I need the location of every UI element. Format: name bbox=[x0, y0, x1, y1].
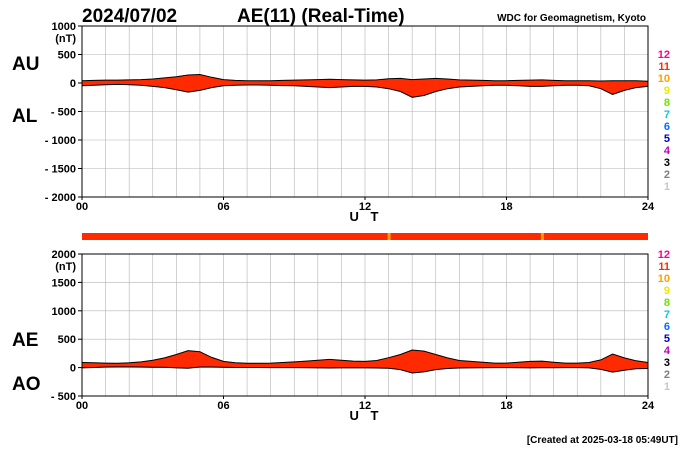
au-al-activity-level: 4 bbox=[664, 145, 671, 157]
au-al-area bbox=[81, 73, 649, 98]
ae-ao-x-ticks: 00 06 12 18 24 bbox=[76, 396, 655, 412]
au-al-activity-level: 1 bbox=[664, 181, 670, 193]
status-bar-mark bbox=[540, 233, 544, 240]
data-status-bar bbox=[82, 233, 648, 240]
au-al-activity-level: 12 bbox=[658, 49, 670, 61]
status-bar-fill bbox=[82, 233, 648, 240]
au-al-activity-level: 6 bbox=[664, 121, 670, 133]
plot-title: AE(11) (Real-Time) bbox=[237, 6, 405, 27]
au-al-y-tick-label: - 2000 bbox=[45, 192, 76, 204]
au-al-y-tick-label: 500 bbox=[58, 50, 76, 62]
ae-ao-grid bbox=[81, 253, 649, 397]
ae-ao-y-tick-label: 1000 bbox=[52, 306, 76, 318]
ae-ao-activity-level: 8 bbox=[664, 297, 670, 309]
ae-series-line bbox=[81, 349, 649, 364]
au-al-x-label: U T bbox=[350, 209, 383, 224]
au-al-activity-level: 10 bbox=[658, 73, 670, 85]
au-label: AU bbox=[12, 54, 39, 75]
au-al-x-tick-label: 12 bbox=[359, 201, 371, 213]
au-al-activity-level: 5 bbox=[664, 133, 670, 145]
ao-series-line bbox=[81, 366, 649, 374]
au-al-y-tick-label: - 1000 bbox=[45, 135, 76, 147]
au-series-line bbox=[81, 73, 649, 82]
ae-ao-activity-level: 5 bbox=[664, 333, 670, 345]
ae-ao-y-ticks: 2000 1500 1000 500 0 - 500 bbox=[51, 249, 82, 403]
ae-ao-y-tick-label: - 500 bbox=[51, 391, 76, 403]
data-source: WDC for Geomagnetism, Kyoto bbox=[497, 13, 646, 24]
ae-ao-x-label: U T bbox=[350, 408, 383, 423]
ae-ao-activity-level: 3 bbox=[664, 357, 670, 369]
ae-ao-activity-level: 4 bbox=[664, 345, 671, 357]
ae-ao-activity-level: 7 bbox=[664, 309, 670, 321]
ae-ao-x-tick-label: 06 bbox=[217, 400, 229, 412]
ae-ao-activity-level: 1 bbox=[664, 381, 670, 393]
ae-ao-activity-level: 11 bbox=[658, 261, 670, 273]
ae-ao-x-tick-label: 00 bbox=[76, 400, 88, 412]
au-al-y-tick-label: - 500 bbox=[51, 107, 76, 119]
ae-ao-activity-level: 12 bbox=[658, 249, 670, 261]
ae-ao-x-tick-label: 24 bbox=[642, 400, 655, 412]
au-al-x-tick-label: 06 bbox=[217, 201, 229, 213]
ae-ao-y-tick-label: 0 bbox=[70, 363, 76, 375]
ae-ao-area bbox=[81, 349, 649, 374]
ae-ao-y-tick-label: 1500 bbox=[52, 277, 76, 289]
au-al-activity-level: 2 bbox=[664, 169, 670, 181]
ae-ao-activity-level: 2 bbox=[664, 369, 670, 381]
ae-ao-activity-level: 10 bbox=[658, 273, 670, 285]
au-al-y-tick-label: 0 bbox=[70, 78, 76, 90]
ae-ao-x-tick-label: 12 bbox=[359, 400, 371, 412]
au-al-activity-level: 11 bbox=[658, 61, 670, 73]
ae-ao-activity-level: 9 bbox=[664, 285, 670, 297]
au-al-y-tick-label: 1000 bbox=[52, 21, 76, 33]
au-al-y-ticks: 1000 500 0 - 500 - 1000 - 1500 - 2000 bbox=[45, 21, 82, 204]
plot-date: 2024/07/02 bbox=[82, 6, 177, 27]
ae-label: AE bbox=[12, 330, 38, 351]
au-al-activity-level: 3 bbox=[664, 157, 670, 169]
al-series-line bbox=[81, 83, 649, 98]
au-al-activity-level: 7 bbox=[664, 109, 670, 121]
au-al-x-tick-label: 18 bbox=[500, 201, 512, 213]
ao-label: AO bbox=[12, 374, 41, 395]
au-al-activity-level: 8 bbox=[664, 97, 670, 109]
au-al-grid bbox=[81, 25, 649, 198]
ae-ao-y-unit: (nT) bbox=[55, 261, 76, 273]
al-label: AL bbox=[12, 106, 38, 127]
ae-ao-y-tick-label: 2000 bbox=[52, 249, 76, 261]
au-al-y-unit: (nT) bbox=[55, 33, 76, 45]
au-al-x-ticks: 00 06 12 18 24 bbox=[76, 197, 655, 213]
au-al-x-tick-label: 00 bbox=[76, 201, 88, 213]
ae-ao-y-tick-label: 500 bbox=[58, 334, 76, 346]
ae-ao-activity-level: 6 bbox=[664, 321, 670, 333]
ae-ao-x-tick-label: 18 bbox=[500, 400, 512, 412]
status-bar-mark bbox=[387, 233, 391, 240]
au-al-y-tick-label: - 1500 bbox=[45, 164, 76, 176]
au-al-activity-level: 9 bbox=[664, 85, 670, 97]
au-al-x-tick-label: 24 bbox=[642, 201, 655, 213]
created-timestamp: [Created at 2025-03-18 05:49UT] bbox=[527, 435, 678, 446]
